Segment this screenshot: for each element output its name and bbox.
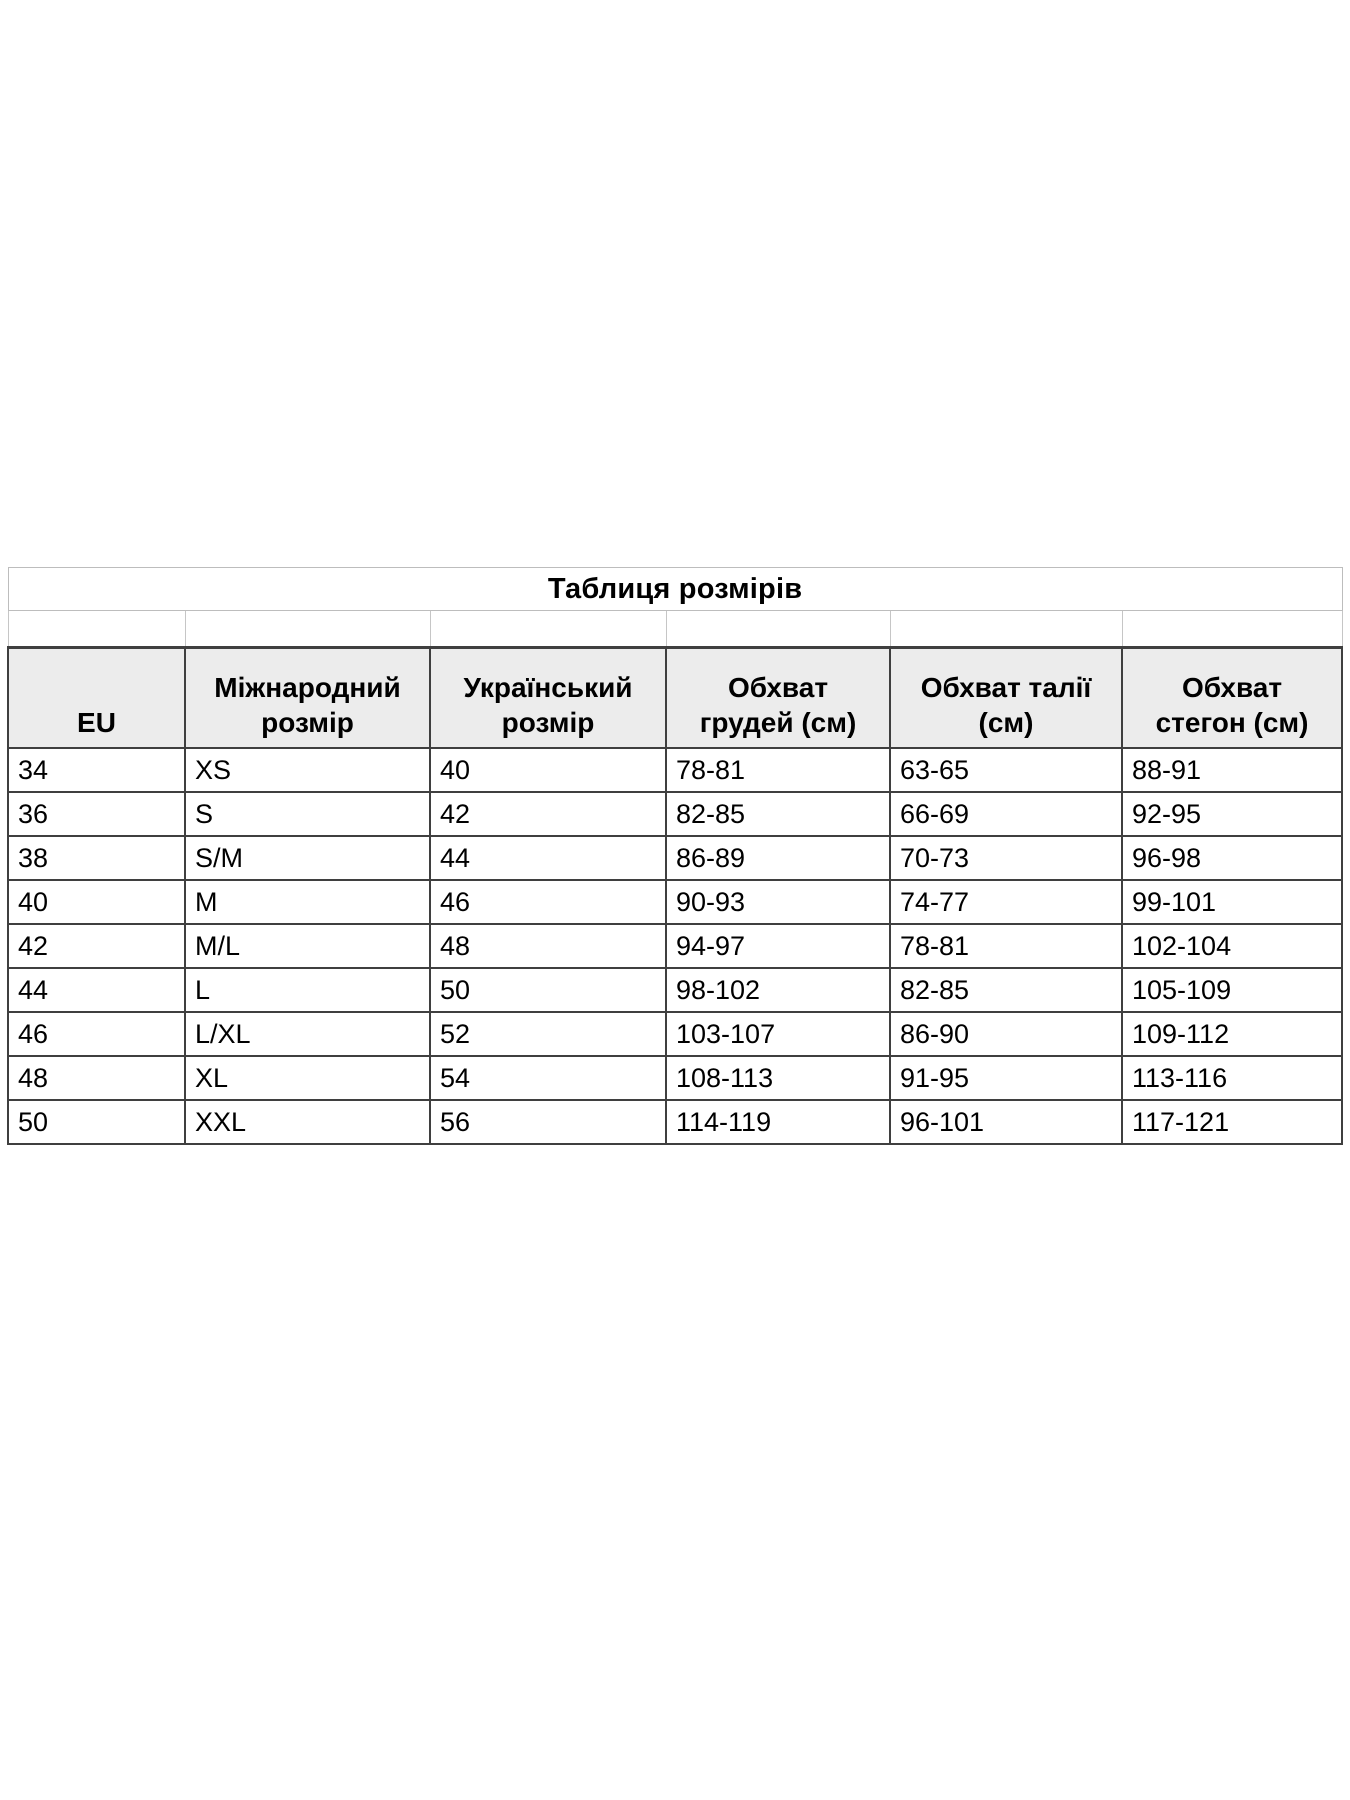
table-cell: 44 [429, 835, 667, 881]
table-cell: 82-85 [665, 791, 891, 837]
table-cell: 91-95 [889, 1055, 1123, 1101]
header-line: Обхват [1182, 672, 1283, 703]
header-line: грудей (см) [699, 707, 857, 738]
table-cell: 102-104 [1120, 923, 1344, 969]
table-row: 44 L 50 98-102 82-85 105-109 [7, 967, 1344, 1013]
table-cell: 113-116 [1120, 1055, 1344, 1101]
table-cell: XL [184, 1055, 431, 1101]
spacer-cell [7, 610, 186, 648]
table-cell: 108-113 [665, 1055, 891, 1101]
table-cell: 78-81 [889, 923, 1123, 969]
table-cell: M [184, 879, 431, 925]
table-cell: 56 [429, 1099, 667, 1145]
table-cell: 114-119 [665, 1099, 891, 1145]
spacer-cell [1121, 610, 1343, 648]
table-cell: 99-101 [1120, 879, 1344, 925]
header-line: стегон (см) [1155, 707, 1309, 738]
header-line: розмір [261, 707, 354, 738]
table-cell: 82-85 [889, 967, 1123, 1013]
table-cell: XXL [184, 1099, 431, 1145]
table-cell: 74-77 [889, 879, 1123, 925]
header-line: Обхват талії [920, 672, 1092, 703]
table-title: Таблиця розмірів [7, 567, 1343, 611]
table-cell: 46 [429, 879, 667, 925]
table-cell: 38 [7, 835, 186, 881]
table-cell: 50 [429, 967, 667, 1013]
column-header-international-size: Міжнародний розмір [184, 646, 431, 749]
table-cell: 46 [7, 1011, 186, 1057]
header-line: Український [463, 672, 633, 703]
header-line: Міжнародний [214, 672, 401, 703]
table-row: 38 S/M 44 86-89 70-73 96-98 [7, 835, 1344, 881]
table-cell: 42 [7, 923, 186, 969]
table-cell: M/L [184, 923, 431, 969]
table-row: 48 XL 54 108-113 91-95 113-116 [7, 1055, 1344, 1101]
table-cell: 78-81 [665, 747, 891, 793]
table-cell: 42 [429, 791, 667, 837]
spacer-cell [665, 610, 891, 648]
table-cell: 92-95 [1120, 791, 1344, 837]
header-row: EU Міжнародний розмір Український розмір… [7, 646, 1344, 749]
table-row: 50 XXL 56 114-119 96-101 117-121 [7, 1099, 1344, 1145]
header-line: (см) [978, 707, 1034, 738]
table-cell: 70-73 [889, 835, 1123, 881]
column-header-chest: Обхват грудей (см) [665, 646, 891, 749]
header-line: розмір [501, 707, 595, 738]
table-cell: 54 [429, 1055, 667, 1101]
table-cell: 96-101 [889, 1099, 1123, 1145]
table-cell: 86-89 [665, 835, 891, 881]
table-cell: 52 [429, 1011, 667, 1057]
table-cell: 88-91 [1120, 747, 1344, 793]
table-cell: 63-65 [889, 747, 1123, 793]
table-cell: 40 [7, 879, 186, 925]
spacer-cell [889, 610, 1123, 648]
table-row: 46 L/XL 52 103-107 86-90 109-112 [7, 1011, 1344, 1057]
table-cell: 44 [7, 967, 186, 1013]
table-cell: 117-121 [1120, 1099, 1344, 1145]
table-cell: L/XL [184, 1011, 431, 1057]
table-cell: S/M [184, 835, 431, 881]
header-line: Обхват [727, 672, 829, 703]
column-header-hips: Обхват стегон (см) [1120, 646, 1344, 749]
table-cell: 105-109 [1120, 967, 1344, 1013]
column-header-waist: Обхват талії (см) [889, 646, 1123, 749]
table-cell: 94-97 [665, 923, 891, 969]
table-cell: 86-90 [889, 1011, 1123, 1057]
table-cell: 40 [429, 747, 667, 793]
table-cell: 98-102 [665, 967, 891, 1013]
table-row: 40 M 46 90-93 74-77 99-101 [7, 879, 1344, 925]
column-header-eu: EU [7, 646, 186, 749]
table-cell: L [184, 967, 431, 1013]
table-cell: 48 [7, 1055, 186, 1101]
spacer-cell [429, 610, 667, 648]
table-cell: 48 [429, 923, 667, 969]
spacer-cell [184, 610, 431, 648]
header-line: EU [77, 707, 116, 738]
table-row: 34 XS 40 78-81 63-65 88-91 [7, 747, 1344, 793]
table-cell: 96-98 [1120, 835, 1344, 881]
table-cell: 103-107 [665, 1011, 891, 1057]
table-cell: 34 [7, 747, 186, 793]
size-table: Таблиця розмірів EU Міжнародний розмір У… [7, 567, 1344, 1145]
column-header-ukrainian-size: Український розмір [429, 646, 667, 749]
table-cell: 109-112 [1120, 1011, 1344, 1057]
title-row: Таблиця розмірів [7, 567, 1343, 611]
table-row: 42 M/L 48 94-97 78-81 102-104 [7, 923, 1344, 969]
table-cell: 36 [7, 791, 186, 837]
table-row: 36 S 42 82-85 66-69 92-95 [7, 791, 1344, 837]
spacer-row [7, 610, 1343, 648]
table-cell: 50 [7, 1099, 186, 1145]
table-cell: 66-69 [889, 791, 1123, 837]
table-cell: S [184, 791, 431, 837]
table-cell: XS [184, 747, 431, 793]
table-cell: 90-93 [665, 879, 891, 925]
